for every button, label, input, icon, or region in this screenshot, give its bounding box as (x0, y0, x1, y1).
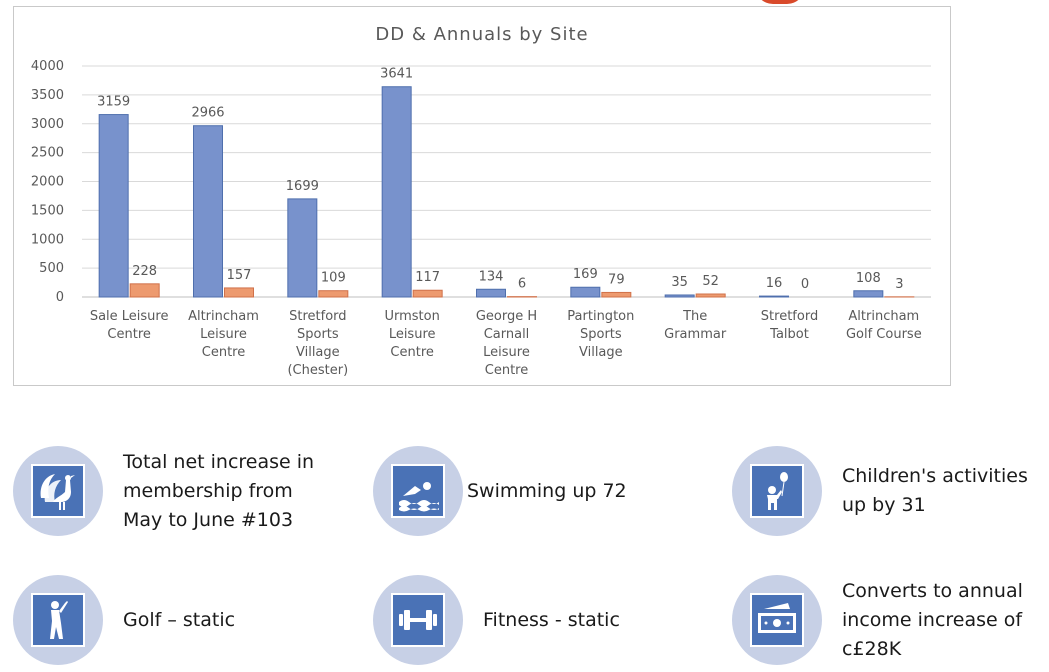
data-label: 3 (895, 277, 903, 292)
swimmer-icon (391, 464, 445, 518)
bar-dd (381, 86, 412, 298)
y-tick-label: 500 (39, 261, 64, 276)
stat-income: Converts to annual income increase of c£… (732, 575, 1023, 665)
y-tick-label: 3000 (31, 117, 64, 132)
money-icon (750, 593, 804, 647)
y-tick-label: 0 (56, 290, 64, 305)
y-tick-label: 2500 (31, 146, 64, 161)
data-label: 16 (766, 276, 783, 291)
stat-golf: Golf – static (13, 575, 235, 665)
bar-dd (853, 290, 884, 298)
category-label: Altrincham Golf Course (846, 309, 922, 342)
data-label: 2966 (191, 106, 224, 121)
data-label: 134 (479, 269, 504, 284)
y-tick-label: 2000 (31, 175, 64, 190)
category-label: George H Carnall Leisure Centre (476, 309, 537, 378)
bar-chart: DD & Annuals by Site 0 500 1000 1500 2000 250… (31, 24, 931, 378)
y-tick-label: 3500 (31, 88, 64, 103)
bar-dd (476, 288, 506, 298)
bar-dd (287, 198, 318, 298)
category-label: Partington Sports Village (567, 309, 634, 360)
golfer-icon (31, 593, 85, 647)
bar-dd (98, 114, 129, 298)
bar-annual (601, 291, 632, 298)
bar-annual (412, 289, 443, 298)
bar-annual (318, 290, 349, 298)
dumbbell-icon (391, 593, 445, 647)
logo-fragment (755, 0, 805, 4)
data-label: 35 (671, 275, 688, 290)
bar-dd (664, 294, 695, 298)
bar-annual (695, 293, 726, 298)
category-label: Sale Leisure Centre (90, 309, 169, 342)
stat-text: Children's activities up by 31 (842, 465, 1028, 516)
chart-title: DD & Annuals by Site (375, 24, 588, 45)
chart-panel: DD & Annuals by Site 0 500 1000 1500 2000 250… (13, 6, 951, 386)
stat-circle (373, 446, 463, 536)
category-label: Urmston Leisure Centre (384, 309, 439, 360)
stat-circle (13, 446, 103, 536)
stat-children: Children's activities up by 31 (732, 446, 1028, 536)
stat-circle (373, 575, 463, 665)
category-label: Stretford Sports Village (Chester) (287, 309, 348, 378)
data-label: 157 (227, 268, 252, 283)
stat-text: Swimming up 72 (467, 479, 627, 502)
data-label: 0 (801, 277, 809, 292)
data-label: 108 (856, 271, 881, 286)
data-label: 228 (132, 264, 157, 279)
category-label: Altrincham Leisure Centre (188, 309, 259, 360)
bar-dd (759, 295, 789, 298)
category-label: The Grammar (664, 309, 727, 342)
child-balloon-icon (750, 464, 804, 518)
bar-annual (129, 283, 160, 298)
data-label: 109 (321, 271, 346, 286)
y-tick-label: 1500 (31, 203, 64, 218)
stat-fitness: Fitness - static (373, 575, 620, 665)
stat-text: Golf – static (123, 608, 236, 631)
data-label: 52 (702, 274, 719, 289)
data-label: 1699 (286, 179, 319, 194)
stat-circle (732, 575, 822, 665)
bar-dd (570, 286, 601, 298)
bar-dd (193, 125, 223, 298)
category-label: Stretford Talbot (761, 309, 818, 342)
stat-swimming: Swimming up 72 (373, 446, 627, 536)
data-label: 79 (608, 272, 625, 287)
y-tick-label: 1000 (31, 232, 64, 247)
data-label: 3159 (97, 95, 130, 110)
data-label: 3641 (380, 67, 413, 82)
data-label: 6 (518, 277, 526, 292)
stat-membership: Total net increase in membership from Ma… (13, 446, 314, 536)
stat-circle (732, 446, 822, 536)
stat-circle (13, 575, 103, 665)
stat-text: Total net increase in membership from Ma… (123, 450, 315, 531)
data-label: 169 (573, 267, 598, 282)
stat-text: Fitness - static (483, 608, 620, 631)
bar-annual (224, 287, 254, 298)
data-label: 117 (415, 270, 440, 285)
stat-text: Converts to annual income increase of c£… (842, 579, 1023, 660)
y-tick-label: 4000 (31, 59, 64, 74)
peacock-icon (31, 464, 85, 518)
